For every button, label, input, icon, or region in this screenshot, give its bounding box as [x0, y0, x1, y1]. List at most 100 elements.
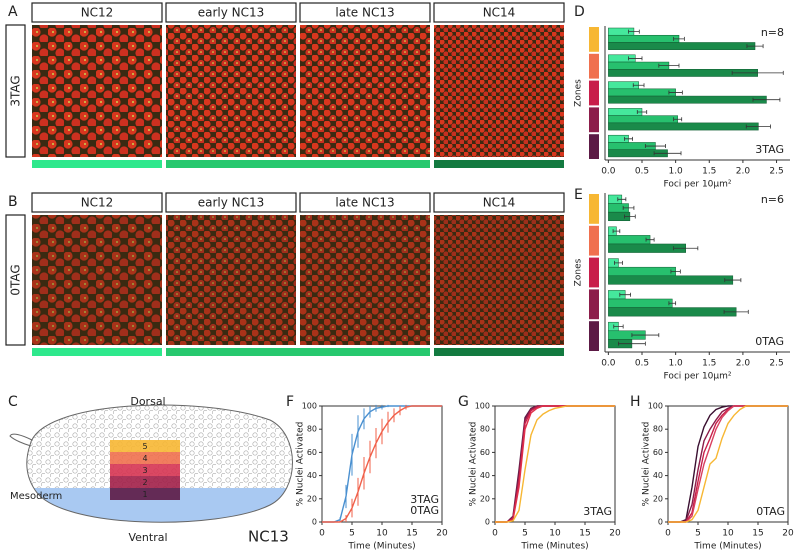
error-bar: [636, 110, 648, 115]
error-bar: [628, 56, 643, 61]
bar: [608, 95, 767, 104]
y-tick-label: 80: [653, 425, 663, 434]
error-bar: [670, 269, 681, 274]
stage-header: early NC13: [198, 6, 265, 20]
x-tick-label: 20: [609, 529, 621, 539]
y-tick-label: 100: [648, 402, 663, 411]
zone-swatch: [589, 134, 599, 159]
stage-bar: [166, 160, 430, 168]
zone-number: 3: [142, 466, 147, 475]
x-tick-label: 20: [436, 529, 448, 539]
y-tick-label: 20: [653, 494, 663, 503]
bar: [608, 275, 734, 285]
micrograph: [32, 25, 162, 157]
zone-band: [110, 464, 180, 476]
y-tick-label: 40: [480, 471, 490, 480]
annotation: n=6: [761, 193, 784, 206]
error-bar: [746, 44, 764, 49]
zone-swatch: [589, 289, 599, 320]
y-tick-label: 100: [475, 402, 490, 411]
micrograph: [166, 25, 296, 157]
y-tick-label: 60: [653, 448, 663, 457]
error-bar: [752, 97, 781, 102]
x-tick-label: 2.0: [736, 167, 751, 177]
y-tick-label: 0: [312, 518, 317, 527]
stage-header: late NC13: [335, 196, 394, 210]
stage-header-box: [31, 2, 163, 23]
annotation: 3TAG: [583, 505, 612, 518]
ventral-label: Ventral: [128, 531, 167, 544]
stage-header-box: [433, 2, 565, 23]
x-tick-label: 1.0: [668, 167, 683, 177]
y-tick-label: 0: [658, 518, 663, 527]
zone-number: 4: [142, 454, 147, 463]
panel-letter: D: [574, 4, 585, 20]
annotation: 0TAG: [756, 505, 785, 518]
embryo-tip: [9, 433, 33, 447]
x-tick-label: 2.5: [769, 359, 783, 369]
stage-header-box: [433, 192, 565, 213]
micrograph: [300, 215, 430, 345]
error-bar: [745, 124, 771, 129]
micrograph: [300, 25, 430, 157]
x-tick-label: 0: [492, 529, 498, 539]
stage-header-box: [31, 192, 163, 213]
zone-swatch: [589, 107, 599, 133]
stage-header: early NC13: [198, 196, 265, 210]
error-bar: [613, 324, 624, 329]
row-label-box: [5, 214, 26, 346]
error-bar: [624, 214, 636, 219]
embryo-diagram: 5 4 3 2 1: [9, 404, 293, 523]
stage-header-box: [165, 192, 297, 213]
x-tick-label: 2.0: [736, 359, 751, 369]
error-bar: [628, 29, 640, 34]
stage-header: NC14: [483, 6, 516, 20]
error-bar: [618, 341, 646, 346]
y-axis-label: % Nuclei Activated: [642, 422, 652, 507]
y-tick-label: 80: [307, 425, 317, 434]
zone-number: 1: [142, 490, 147, 499]
x-tick-label: 5: [522, 529, 528, 539]
y-axis-label: Zones: [574, 258, 584, 286]
y-tick-label: 40: [307, 471, 317, 480]
x-tick-label: 1.5: [702, 167, 716, 177]
zone-swatch: [589, 225, 599, 256]
annotation: n=8: [761, 26, 784, 39]
series-line: [495, 405, 615, 523]
zone-swatch: [589, 53, 599, 79]
error-bar: [622, 205, 635, 210]
bar: [608, 88, 676, 97]
stage-bar: [434, 348, 564, 356]
micrograph: [32, 215, 162, 345]
bar: [608, 266, 676, 277]
stage-bar: [166, 348, 430, 356]
row-label-box: [5, 24, 26, 158]
error-bar: [673, 246, 699, 251]
stage-bar: [434, 160, 564, 168]
stage-bar: [32, 348, 162, 356]
row-label: 0TAG: [9, 264, 23, 295]
annotation: 0TAG: [755, 335, 784, 348]
x-axis-label: Time (Minutes): [693, 542, 761, 552]
x-tick-label: 5: [349, 529, 355, 539]
mesoderm-label: Mesoderm: [10, 491, 62, 502]
bar: [608, 42, 756, 50]
x-tick-label: 0: [665, 529, 671, 539]
stage-label: NC13: [248, 528, 289, 546]
stage-header-box: [165, 2, 297, 23]
stage-header: late NC13: [335, 6, 394, 20]
annotation: 3TAG: [755, 143, 784, 156]
panel-letter: G: [458, 394, 469, 410]
zone-band: [110, 440, 180, 452]
bar: [608, 34, 680, 43]
error-bar: [658, 63, 680, 68]
error-bar: [632, 83, 645, 88]
x-tick-label: 0.5: [635, 359, 649, 369]
x-tick-label: 0.0: [601, 167, 616, 177]
stage-bar: [32, 160, 162, 168]
panel-letter: F: [286, 394, 294, 410]
error-bar: [619, 292, 631, 297]
y-tick-label: 20: [307, 494, 317, 503]
